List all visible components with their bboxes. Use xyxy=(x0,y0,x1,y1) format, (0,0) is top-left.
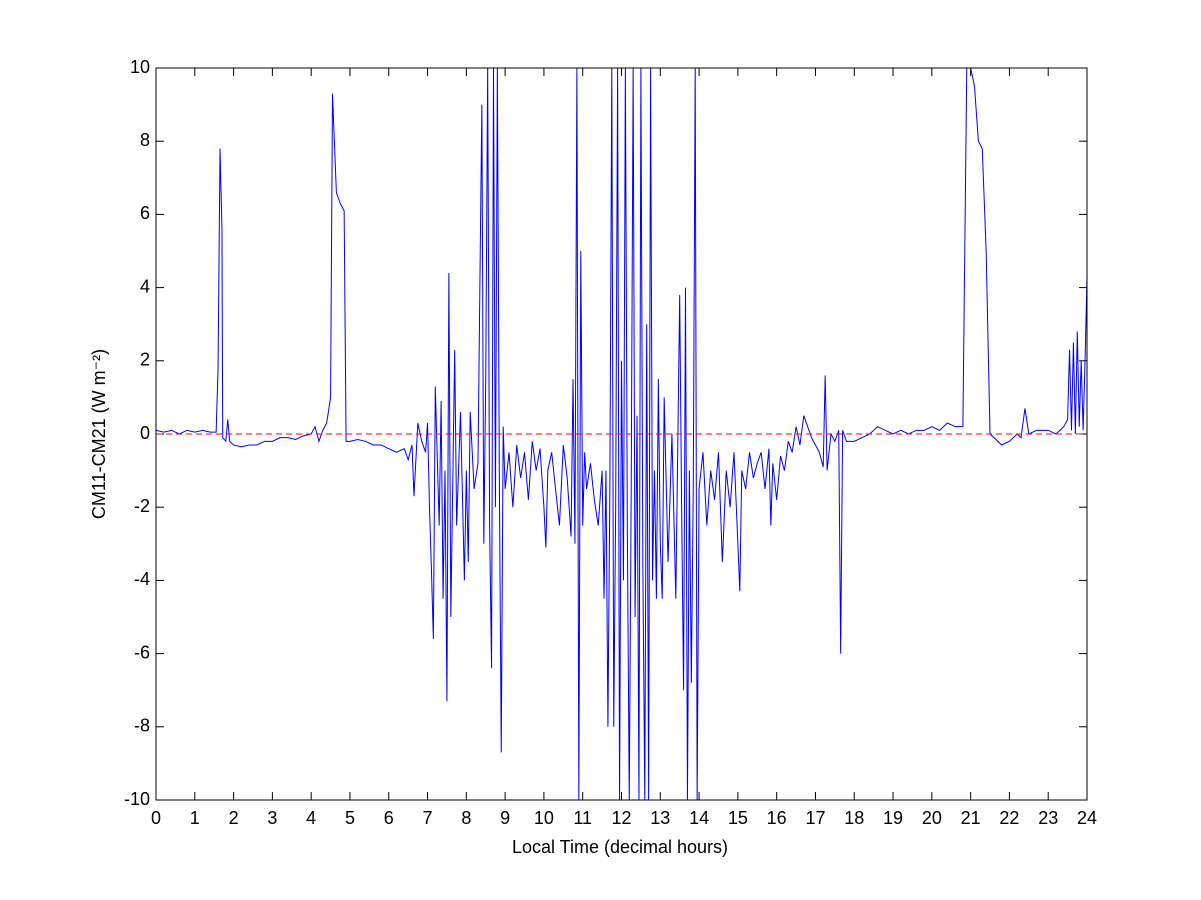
x-tick-label: 0 xyxy=(151,808,161,828)
x-tick-label: 11 xyxy=(573,808,592,828)
x-tick-label: 22 xyxy=(999,808,1019,828)
x-tick-label: 2 xyxy=(229,808,239,828)
y-tick-label: 2 xyxy=(140,350,150,370)
x-tick-label: 18 xyxy=(844,808,864,828)
x-tick-label: 19 xyxy=(883,808,903,828)
x-tick-label: 16 xyxy=(767,808,787,828)
x-tick-label: 24 xyxy=(1077,808,1097,828)
plot-frame xyxy=(155,67,1088,801)
x-tick-label: 3 xyxy=(267,808,277,828)
x-tick-label: 14 xyxy=(689,808,709,828)
x-tick-label: 21 xyxy=(961,808,981,828)
y-tick-label: 0 xyxy=(140,423,150,443)
x-tick-label: 12 xyxy=(611,808,631,828)
y-tick-label: -10 xyxy=(124,789,150,809)
y-tick-label: -2 xyxy=(134,496,150,516)
x-tick-label: 4 xyxy=(306,808,316,828)
y-tick-label: 8 xyxy=(140,130,150,150)
y-tick-label: 6 xyxy=(140,203,150,223)
y-axis-label: CM11-CM21 (W m⁻²) xyxy=(89,349,109,519)
x-tick-label: 20 xyxy=(922,808,942,828)
x-tick-label: 10 xyxy=(534,808,554,828)
y-tick-label: -6 xyxy=(134,642,150,662)
y-tick-label: -8 xyxy=(134,716,150,736)
y-tick-label: 4 xyxy=(140,276,150,296)
x-tick-label: 9 xyxy=(500,808,510,828)
x-tick-label: 6 xyxy=(384,808,394,828)
x-tick-label: 5 xyxy=(345,808,355,828)
y-tick-label: -4 xyxy=(134,569,150,589)
x-tick-label: 13 xyxy=(650,808,670,828)
x-tick-label: 15 xyxy=(728,808,748,828)
x-tick-label: 17 xyxy=(805,808,825,828)
x-tick-label: 8 xyxy=(461,808,471,828)
x-tick-label: 7 xyxy=(423,808,433,828)
x-tick-label: 1 xyxy=(190,808,200,828)
y-tick-label: 10 xyxy=(130,57,150,77)
x-tick-label: 23 xyxy=(1038,808,1058,828)
x-axis-label: Local Time (decimal hours) xyxy=(512,837,728,857)
